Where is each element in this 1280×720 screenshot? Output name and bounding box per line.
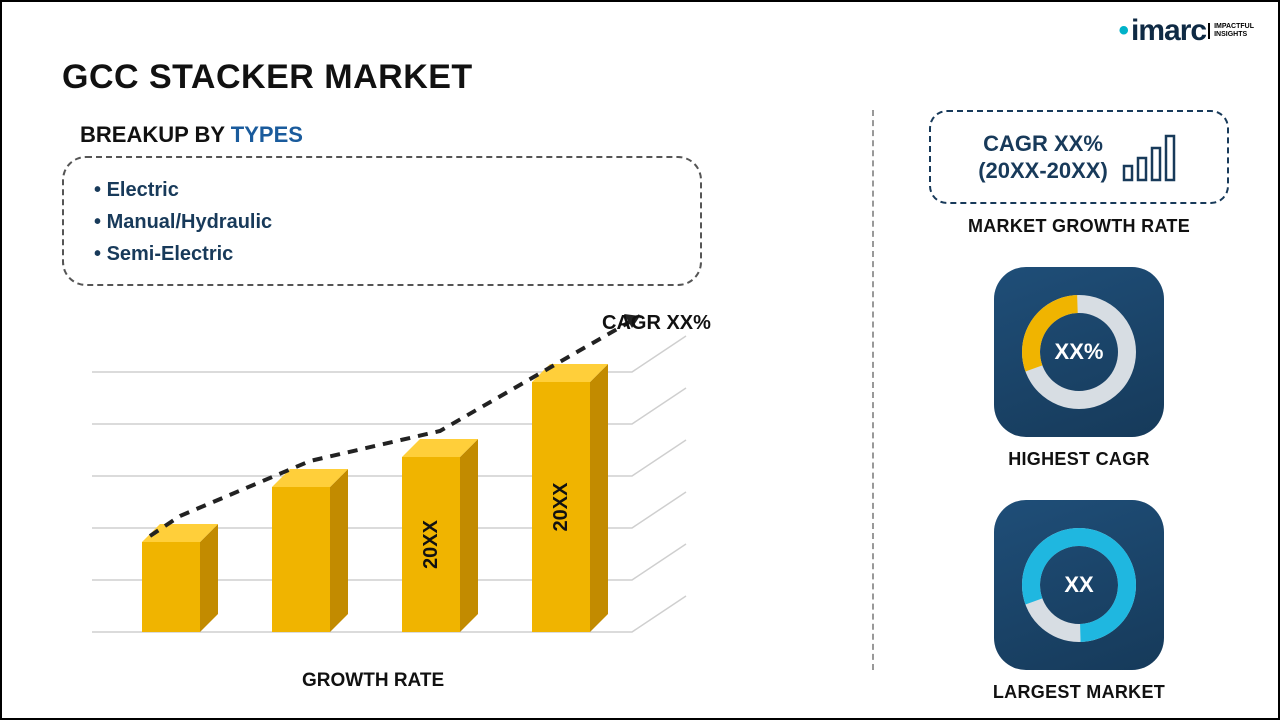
largest-market-value: XX — [1064, 572, 1093, 598]
brand-logo: •imarc IMPACTFUL INSIGHTS — [1119, 14, 1255, 48]
types-box: ElectricManual/HydraulicSemi-Electric — [62, 156, 702, 286]
types-list: ElectricManual/HydraulicSemi-Electric — [94, 174, 670, 270]
vertical-divider — [872, 110, 874, 670]
bar-growth-icon — [1120, 132, 1180, 182]
type-item: Electric — [94, 174, 670, 206]
logo-dot: • — [1119, 14, 1130, 48]
svg-text:20XX: 20XX — [420, 519, 442, 569]
type-item: Semi-Electric — [94, 238, 670, 270]
growth-chart: 20XX 20XX — [72, 312, 792, 652]
market-growth-box: CAGR XX% (20XX-20XX) — [929, 110, 1229, 204]
largest-market-tile: XX — [994, 500, 1164, 670]
right-column: CAGR XX% (20XX-20XX) MARKET GROWTH RATE … — [914, 110, 1244, 703]
type-item: Manual/Hydraulic — [94, 206, 670, 238]
chart-axis-label: GROWTH RATE — [302, 670, 444, 692]
svg-text:20XX: 20XX — [550, 482, 572, 532]
largest-market-label: LARGEST MARKET — [993, 682, 1165, 703]
highest-cagr-label: HIGHEST CAGR — [1008, 449, 1150, 470]
growth-rate-label: MARKET GROWTH RATE — [968, 216, 1190, 237]
highest-cagr-value: XX% — [1055, 339, 1104, 365]
cagr-annotation: CAGR XX% — [602, 312, 711, 335]
logo-tagline: IMPACTFUL INSIGHTS — [1208, 23, 1254, 38]
page-title: GCC STACKER MARKET — [62, 58, 473, 97]
breakup-subtitle: BREAKUP BY TYPES — [80, 122, 303, 148]
growth-rate-text: CAGR XX% (20XX-20XX) — [978, 130, 1108, 185]
highest-cagr-tile: XX% — [994, 267, 1164, 437]
logo-text: imarc — [1131, 14, 1206, 48]
